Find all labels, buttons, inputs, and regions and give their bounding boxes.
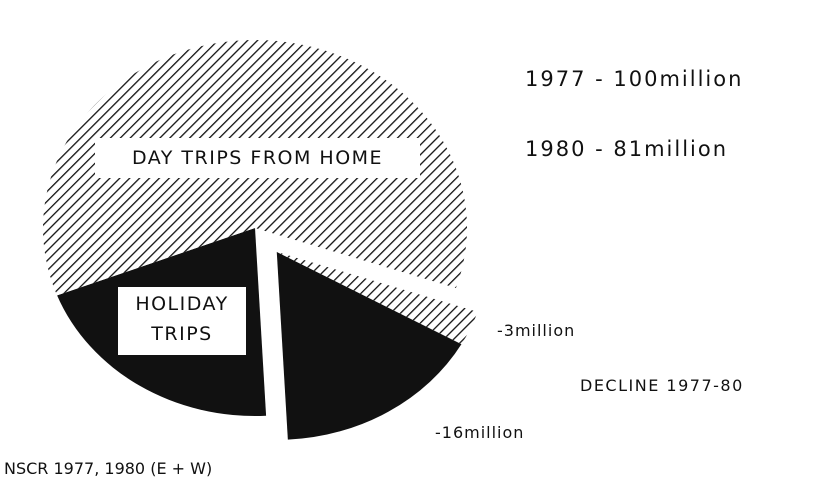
slice-label: DAY TRIPS FROM HOME: [95, 138, 420, 178]
annotation: 1980 - 81million: [525, 137, 728, 161]
pie-slice: [276, 251, 462, 440]
source: NSCR 1977, 1980 (E + W): [4, 459, 212, 478]
slice-label: HOLIDAY TRIPS: [118, 287, 246, 355]
pie-slice: [276, 251, 478, 345]
decline-label: DECLINE 1977-80: [580, 376, 744, 395]
value-label: -16million: [435, 423, 524, 442]
value-label: -3million: [497, 321, 575, 340]
annotation: 1977 - 100million: [525, 67, 743, 91]
